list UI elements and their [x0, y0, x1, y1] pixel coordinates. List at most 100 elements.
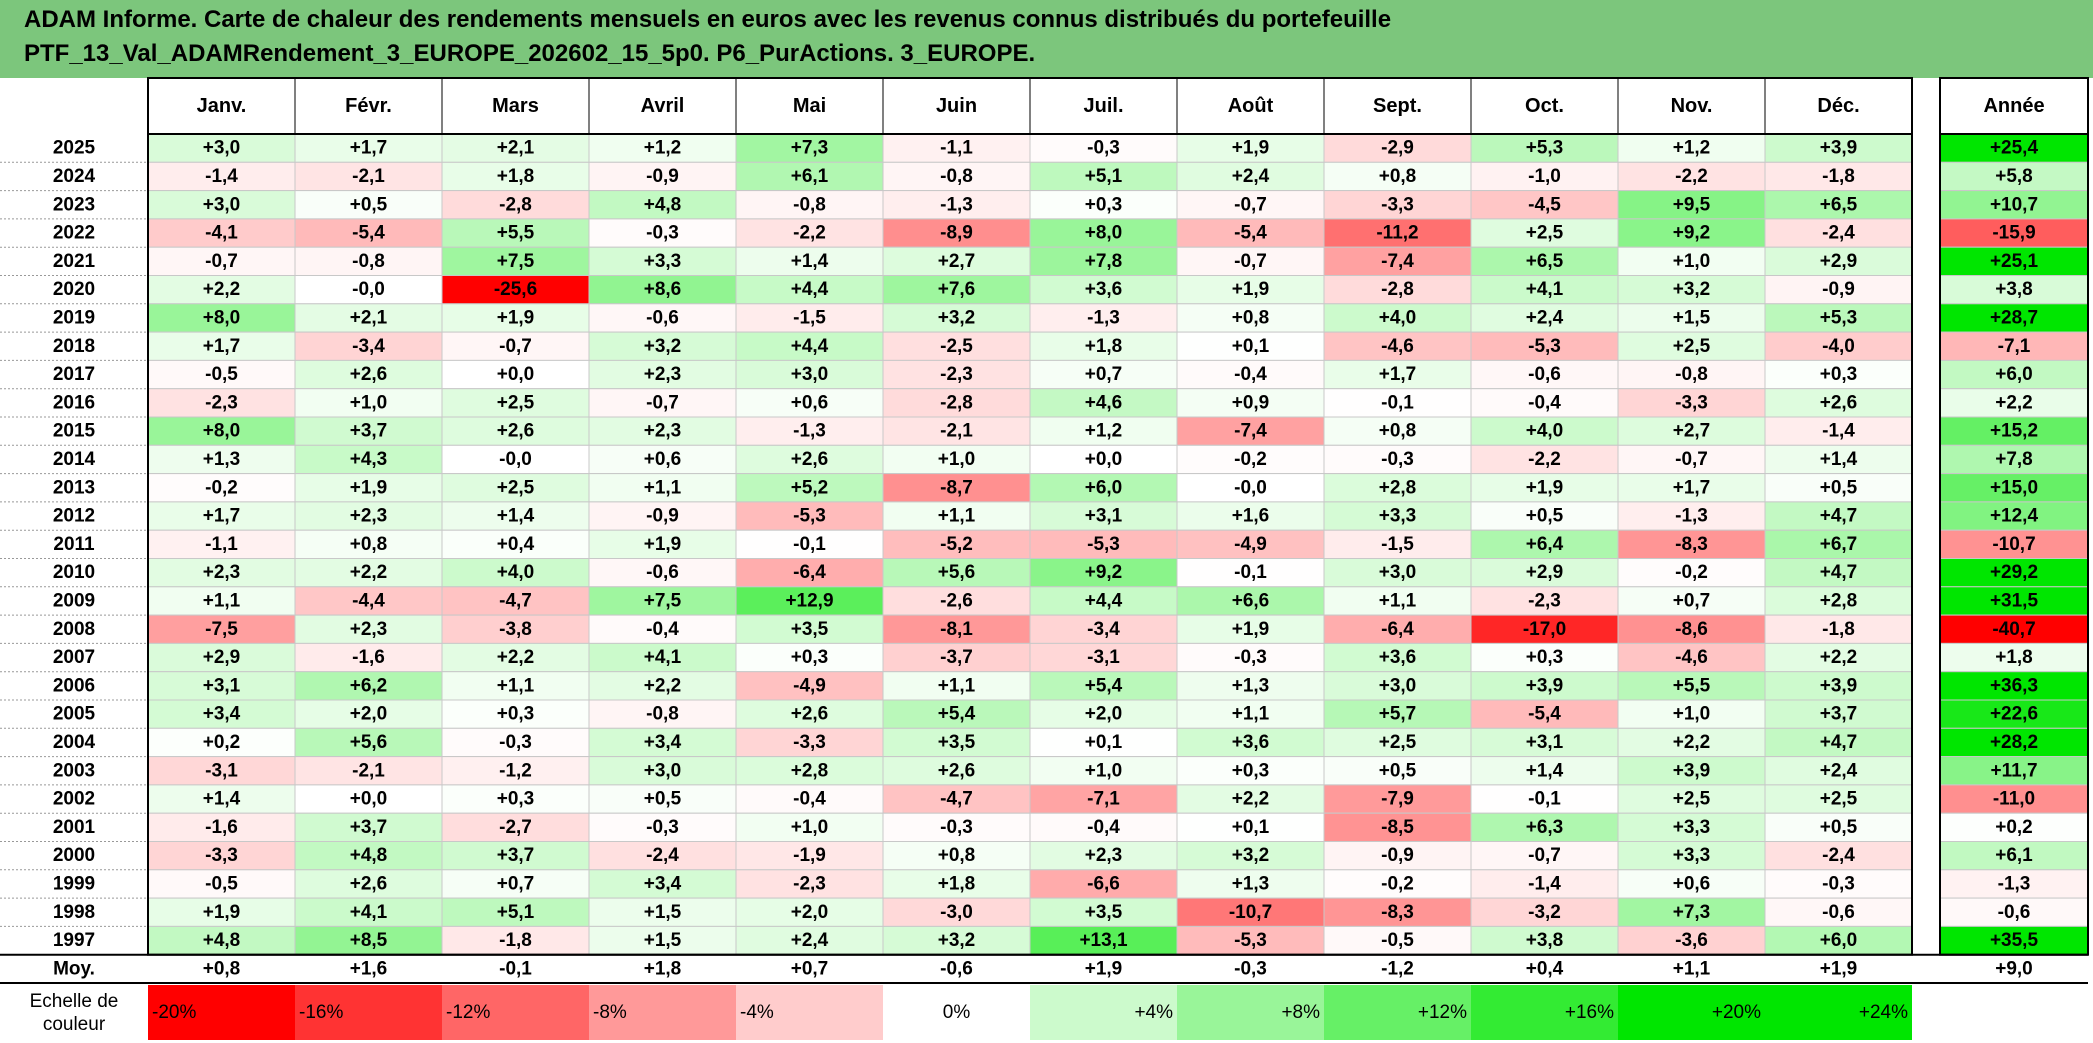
heatmap-cell: [735, 246, 884, 276]
heatmap-cell: [441, 190, 590, 220]
cell-value: -4,7: [499, 590, 532, 611]
cell-value: -2,3: [940, 364, 973, 385]
cell-value: -1,4: [1822, 421, 1855, 442]
heatmap-cell: [882, 784, 1031, 814]
heatmap-cell: [1617, 388, 1766, 418]
cell-value: +0,5: [350, 194, 388, 215]
scale-step-label: -16%: [299, 1002, 343, 1023]
heatmap-cell: [588, 558, 737, 588]
heatmap-cell: [441, 388, 590, 418]
cell-value: +1,4: [497, 506, 535, 527]
heatmap-cell: [1029, 671, 1178, 701]
heatmap-cell: [1176, 925, 1325, 956]
heatmap-cell: [1470, 218, 1619, 248]
heatmap-cell: [1764, 473, 1913, 503]
heatmap-cell: [1764, 671, 1913, 701]
cell-value: -0,7: [646, 392, 679, 413]
cell-value: +5,4: [1085, 675, 1123, 696]
scale-swatch: [1030, 985, 1177, 1040]
cell-value: -8,3: [1381, 902, 1414, 923]
heatmap-cell: [1764, 897, 1913, 927]
column-header-4: Avril: [641, 95, 685, 117]
heatmap-cell: [441, 784, 590, 814]
heatmap-cell: [1323, 359, 1472, 390]
cell-value: +8,0: [1085, 223, 1123, 244]
cell-value: +3,4: [644, 873, 682, 894]
year-label-2008: 2008: [53, 619, 95, 640]
annual-cell: [1939, 784, 2089, 814]
cell-value: +5,3: [1820, 307, 1858, 328]
average-value: +1,8: [644, 958, 682, 979]
heatmap-cell: [588, 359, 737, 390]
cell-value: +4,0: [1379, 307, 1417, 328]
heatmap-cell: [1176, 331, 1325, 361]
heatmap-cell: [441, 161, 590, 192]
cell-value: +4,1: [350, 902, 388, 923]
cell-value: -0,3: [940, 817, 973, 838]
heatmap-cell: [735, 161, 884, 192]
heatmap-cell: [1176, 784, 1325, 814]
heatmap-cell: [882, 558, 1031, 588]
cell-value: +6,0: [1820, 930, 1858, 951]
heatmap-cell: [147, 388, 296, 418]
heatmap-cell: [588, 586, 737, 616]
cell-value: +1,8: [497, 166, 535, 187]
title-line-1: ADAM Informe. Carte de chaleur des rende…: [24, 6, 1392, 33]
cell-value: +3,7: [350, 421, 388, 442]
year-label-2024: 2024: [53, 166, 96, 187]
heatmap-cell: [441, 529, 590, 560]
average-value: -0,1: [499, 958, 532, 979]
cell-value: +4,0: [497, 562, 535, 583]
heatmap-cell: [882, 925, 1031, 956]
heatmap-cell: [1470, 416, 1619, 446]
cell-value: -4,4: [352, 590, 385, 611]
cell-value: -2,8: [499, 194, 532, 215]
cell-value: -7,4: [1234, 421, 1267, 442]
heatmap-cell: [1029, 359, 1178, 390]
heatmap-cell: [735, 558, 884, 588]
scale-swatch: [1618, 985, 1765, 1040]
heatmap-cell: [735, 671, 884, 701]
heatmap-cell: [1176, 388, 1325, 418]
cell-value: +4,7: [1820, 562, 1858, 583]
average-value: +1,9: [1820, 958, 1858, 979]
cell-value: -6,4: [1381, 619, 1414, 640]
cell-value: -11,2: [1376, 223, 1418, 244]
scale-swatch: [1324, 985, 1471, 1040]
heatmap-cell: [294, 671, 443, 701]
cell-value: +0,6: [1673, 873, 1711, 894]
cell-value: -8,7: [940, 477, 973, 498]
annual-value: -10,7: [1992, 534, 2035, 555]
year-label-2025: 2025: [53, 138, 96, 159]
cell-value: -1,1: [205, 534, 238, 555]
cell-value: +4,8: [350, 845, 388, 866]
heatmap-cell: [882, 416, 1031, 446]
heatmap-cell: [882, 586, 1031, 616]
cell-value: -4,7: [940, 789, 973, 810]
cell-value: +0,3: [1232, 760, 1270, 781]
cell-value: -0,5: [205, 873, 238, 894]
average-value: +0,8: [203, 958, 241, 979]
heatmap-cell: [1176, 161, 1325, 192]
year-label-2020: 2020: [53, 279, 95, 300]
cell-value: -0,9: [646, 506, 679, 527]
heatmap-cell: [1029, 416, 1178, 446]
heatmap-cell: [735, 642, 884, 673]
heatmap-cell: [882, 671, 1031, 701]
cell-value: +0,3: [497, 704, 535, 725]
annual-value: +28,2: [1990, 732, 2038, 753]
cell-value: +1,2: [1085, 421, 1123, 442]
heatmap-cell: [1176, 359, 1325, 390]
heatmap-cell: [441, 331, 590, 361]
cell-value: +7,6: [938, 279, 976, 300]
cell-value: +3,4: [644, 732, 682, 753]
cell-value: +3,6: [1232, 732, 1270, 753]
cell-value: +5,2: [791, 477, 829, 498]
cell-value: -4,0: [1822, 336, 1855, 357]
column-header-3: Mars: [492, 95, 539, 117]
cell-value: +0,3: [791, 647, 829, 668]
cell-value: +2,8: [1379, 477, 1417, 498]
heatmap-cell: [1029, 756, 1178, 786]
title-line-2: PTF_13_Val_ADAMRendement_3_EUROPE_202602…: [24, 40, 1036, 67]
annual-value: +31,5: [1990, 590, 2039, 611]
